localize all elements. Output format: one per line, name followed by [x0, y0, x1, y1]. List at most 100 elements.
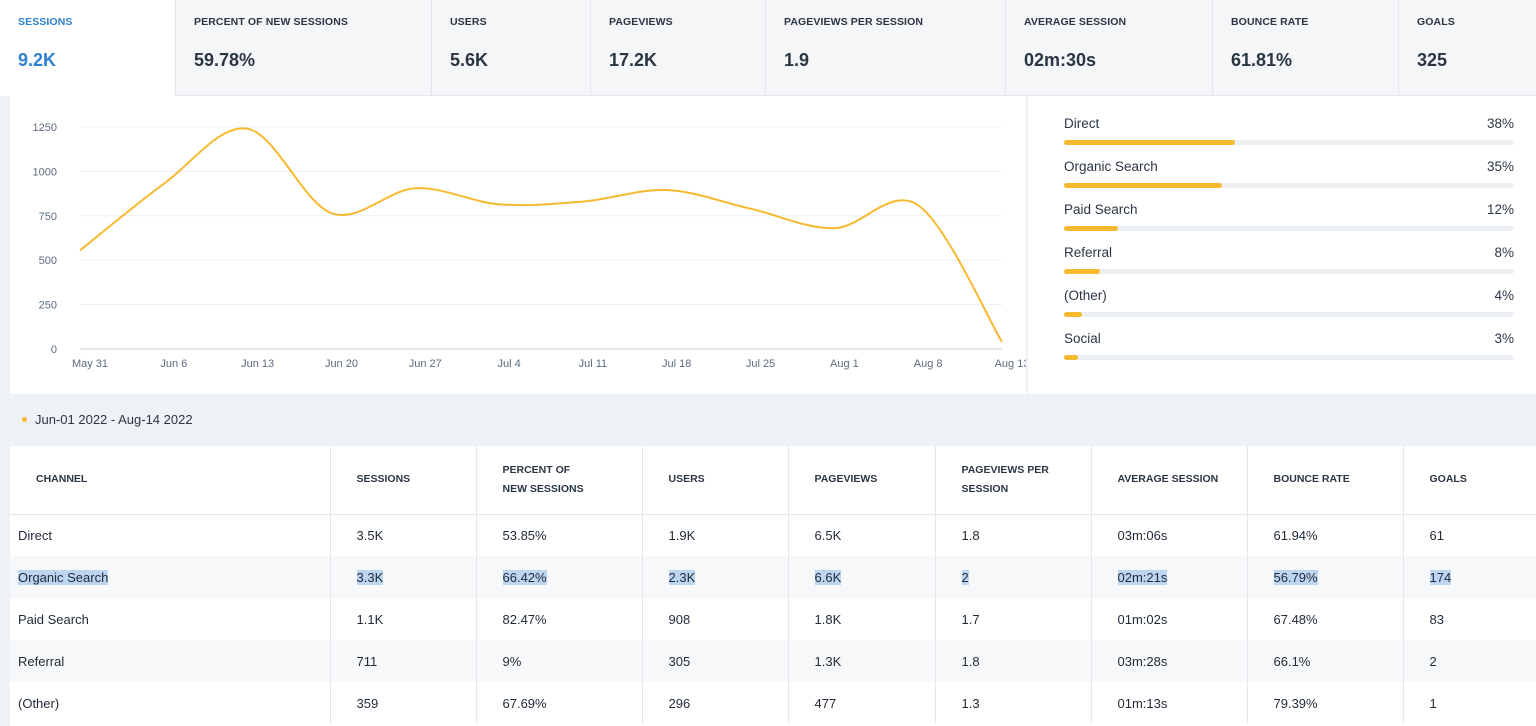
cell-text: 1.9K	[668, 527, 696, 543]
traffic-source-percent: 35%	[1486, 159, 1514, 174]
chart-legend: Jun-01 2022 - Aug-14 2022	[22, 412, 193, 427]
metric-tab-goals[interactable]: GOALS 325	[1399, 0, 1536, 96]
traffic-source-bar-track	[1064, 183, 1514, 188]
table-cell: 3.3K	[330, 556, 477, 598]
metric-tab-bounce-rate[interactable]: BOUNCE RATE 61.81%	[1213, 0, 1399, 96]
cell-text: 1.3	[961, 695, 980, 711]
cell-text: 56.79%	[1273, 569, 1318, 585]
column-header[interactable]: PAGEVIEWS	[788, 446, 936, 515]
cell-text: 6.5K	[814, 527, 842, 543]
column-header[interactable]: AVERAGE SESSION	[1091, 446, 1248, 515]
cell-text: 296	[668, 695, 691, 711]
y-tick-label: 1000	[33, 166, 57, 178]
table-cell: 3.5K	[330, 514, 477, 556]
traffic-source-row: Paid Search 12%	[1064, 202, 1514, 245]
column-header[interactable]: USERS	[642, 446, 789, 515]
traffic-source-row: Organic Search 35%	[1064, 159, 1514, 202]
traffic-source-bar-track	[1064, 140, 1514, 145]
x-tick-label: Aug 8	[914, 358, 943, 370]
table-cell: 03m:28s	[1091, 640, 1248, 682]
traffic-source-percent: 4%	[1494, 288, 1514, 303]
y-tick-label: 750	[39, 211, 57, 223]
x-tick-label: Jul 25	[746, 358, 775, 370]
traffic-source-name: Direct	[1064, 116, 1100, 131]
cell-text: 53.85%	[502, 527, 547, 543]
traffic-source-name: (Other)	[1064, 288, 1107, 303]
column-header[interactable]: PERCENT OF NEW SESSIONS	[476, 446, 643, 515]
cell-text: 2	[1429, 653, 1437, 669]
channel-cell: (Other)	[10, 682, 331, 724]
column-header[interactable]: BOUNCE RATE	[1247, 446, 1404, 515]
x-tick-label: Jul 4	[497, 358, 520, 370]
table-row[interactable]: Direct 3.5K 53.85% 1.9K 6.5K 1.8 03m:06s 61.94%…	[10, 514, 1536, 556]
table-header-row: CHANNEL SESSIONS PERCENT OF NEW SESSIONS US…	[10, 446, 1536, 515]
column-header[interactable]: CHANNEL	[10, 446, 331, 515]
metric-value: 59.78%	[194, 50, 256, 70]
x-tick-label: Jun 20	[325, 358, 358, 370]
x-tick-label: Aug 13	[995, 358, 1026, 370]
column-header[interactable]: GOALS	[1403, 446, 1536, 515]
traffic-source-name: Social	[1064, 331, 1101, 346]
legend-dot-icon	[22, 417, 27, 422]
table-cell: 1.8	[935, 514, 1092, 556]
y-tick-label: 1250	[33, 122, 57, 134]
cell-text: 61	[1429, 527, 1444, 543]
traffic-source-row: Social 3%	[1064, 331, 1514, 374]
metric-tab-pageviews-per-session[interactable]: PAGEVIEWS PER SESSION 1.9	[766, 0, 1006, 96]
table-cell: 711	[330, 640, 477, 682]
metric-tab-pageviews[interactable]: PAGEVIEWS 17.2K	[591, 0, 766, 96]
metric-value: 9.2K	[18, 50, 57, 70]
cell-text: 2	[961, 569, 969, 585]
x-tick-label: Jun 27	[409, 358, 442, 370]
table-cell: 66.42%	[476, 556, 643, 598]
x-tick-label: Aug 1	[830, 358, 859, 370]
cell-text: 2.3K	[668, 569, 696, 585]
metric-tabs: SESSIONS 9.2K PERCENT OF NEW SESSIONS 59…	[0, 0, 1536, 96]
cell-text: 1.7	[961, 611, 980, 627]
traffic-source-bar-track	[1064, 312, 1514, 317]
metric-tab-sessions[interactable]: SESSIONS 9.2K	[0, 0, 176, 96]
cell-text: Direct	[18, 527, 52, 543]
table-cell: 66.1%	[1247, 640, 1404, 682]
metric-tab-users[interactable]: USERS 5.6K	[432, 0, 591, 96]
sessions-line-chart: 0 250 500 750 1000 1250 May 31 Jun 6 Jun 13 Jun 2…	[10, 96, 1026, 394]
metric-tab-average-session[interactable]: AVERAGE SESSION 02m:30s	[1006, 0, 1213, 96]
table-cell: 1.3K	[788, 640, 936, 682]
cell-text: 83	[1429, 611, 1444, 627]
metric-label: USERS	[450, 16, 487, 28]
cell-text: 67.48%	[1273, 611, 1318, 627]
cell-text: 1.8	[961, 527, 980, 543]
cell-text: 9%	[502, 653, 522, 669]
column-header[interactable]: SESSIONS	[330, 446, 477, 515]
table-cell: 6.5K	[788, 514, 936, 556]
x-tick-label: May 31	[72, 358, 108, 370]
table-row[interactable]: Referral 711 9% 305 1.3K 1.8 03m:28s 66.1% 2	[10, 640, 1536, 682]
cell-text: 3.5K	[356, 527, 384, 543]
metric-value: 17.2K	[609, 50, 658, 70]
x-tick-label: Jun 6	[160, 358, 187, 370]
metric-value: 61.81%	[1231, 50, 1293, 70]
table-cell: 9%	[476, 640, 643, 682]
traffic-source-name: Paid Search	[1064, 202, 1138, 217]
cell-text: 03m:28s	[1117, 653, 1168, 669]
y-tick-label: 250	[39, 300, 57, 312]
channel-cell: Referral	[10, 640, 331, 682]
cell-text: 66.42%	[502, 569, 547, 585]
table-cell: 83	[1403, 598, 1536, 640]
traffic-source-percent: 38%	[1486, 116, 1514, 131]
x-tick-label: Jul 11	[579, 358, 608, 370]
metric-label: PAGEVIEWS	[609, 16, 673, 28]
metric-tab-percent-new-sessions[interactable]: PERCENT OF NEW SESSIONS 59.78%	[176, 0, 432, 96]
table-cell: 01m:13s	[1091, 682, 1248, 724]
table-row[interactable]: Paid Search 1.1K 82.47% 908 1.8K 1.7 01m:02s 67…	[10, 598, 1536, 640]
cell-text: Organic Search	[18, 569, 109, 585]
cell-text: 359	[356, 695, 379, 711]
table-row[interactable]: Organic Search 3.3K 66.42% 2.3K 6.6K 2 02m:21s…	[10, 556, 1536, 598]
table-cell: 1.3	[935, 682, 1092, 724]
table-row[interactable]: (Other) 359 67.69% 296 477 1.3 01m:13s 79.39% 1	[10, 682, 1536, 724]
table-cell: 174	[1403, 556, 1536, 598]
traffic-source-row: (Other) 4%	[1064, 288, 1514, 331]
table-cell: 02m:21s	[1091, 556, 1248, 598]
cell-text: 1.1K	[356, 611, 384, 627]
column-header[interactable]: PAGEVIEWS PER SESSION	[935, 446, 1092, 515]
